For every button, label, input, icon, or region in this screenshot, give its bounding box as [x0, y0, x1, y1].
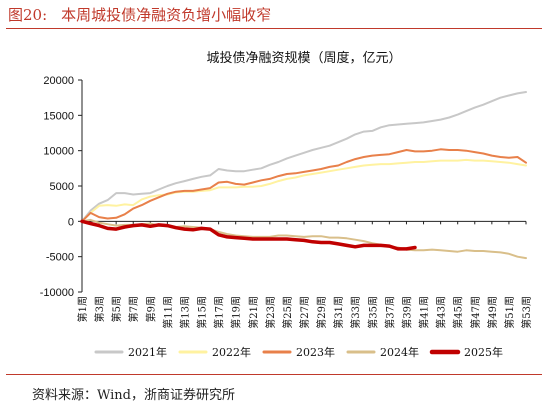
x-tick-label: 第7周: [127, 296, 140, 322]
figure-number: 图20:: [8, 6, 48, 24]
chart-title: 城投债净融资规模（周度，亿元）: [206, 50, 401, 66]
x-tick-label: 第1周: [76, 296, 89, 322]
y-tick-label: -5000: [46, 252, 74, 264]
figure-caption: 本周城投债净融资负增小幅收窄: [61, 6, 272, 24]
y-tick-label: -10000: [40, 287, 74, 299]
figure-title: 图20: 本周城投债净融资负增小幅收窄: [8, 4, 271, 25]
x-tick-label: 第21周: [247, 296, 260, 329]
x-tick-label: 第49周: [486, 296, 499, 329]
x-tick-label: 第3周: [93, 296, 106, 322]
x-tick-label: 第23周: [264, 296, 277, 329]
x-tick-label: 第19周: [230, 296, 243, 329]
x-tick-label: 第15周: [196, 296, 209, 329]
y-tick-label: 5000: [50, 181, 74, 193]
x-tick-label: 第13周: [178, 296, 191, 329]
y-tick-label: 20000: [43, 75, 74, 87]
x-tick-label: 第35周: [366, 296, 379, 329]
series-line-2023年: [81, 148, 527, 223]
chart: 城投债净融资规模（周度，亿元） -10000 -5000 0 5000 10000 1500…: [40, 50, 533, 359]
legend-label: 2024年: [380, 345, 419, 359]
x-tick-label: 第5周: [110, 296, 123, 322]
bottom-divider: [6, 374, 542, 375]
x-tick-label: 第53周: [520, 296, 533, 329]
x-tick-label: 第9周: [144, 296, 157, 322]
y-tick-label: 10000: [43, 146, 74, 158]
x-tick-label: 第39周: [400, 296, 413, 329]
x-tick-label: 第51周: [503, 296, 516, 329]
legend-label: 2022年: [212, 345, 251, 359]
y-tick-label: 15000: [43, 110, 74, 122]
x-tick-label: 第11周: [161, 296, 174, 329]
x-tick-label: 第31周: [332, 296, 345, 329]
top-divider: [6, 28, 542, 29]
y-tick-label: 0: [68, 216, 74, 228]
legend-label: 2023年: [296, 345, 335, 359]
x-tick-label: 第27周: [298, 296, 311, 329]
x-tick-label: 第45周: [452, 296, 465, 329]
source-note: 资料来源：Wind，浙商证券研究所: [32, 388, 235, 403]
legend-label: 2025年: [464, 345, 503, 359]
x-tick-label: 第47周: [469, 296, 482, 329]
series-line-2022年: [81, 158, 527, 223]
x-tick-label: 第41周: [418, 296, 431, 329]
legend-label: 2021年: [128, 345, 167, 359]
series-line-2025年: [80, 219, 417, 251]
x-tick-label: 第37周: [383, 296, 396, 329]
x-tick-label: 第25周: [281, 296, 294, 329]
x-tick-label: 第43周: [435, 296, 448, 329]
x-tick-label: 第17周: [213, 296, 226, 329]
x-tick-label: 第29周: [315, 296, 328, 329]
series-line-2021年: [81, 91, 527, 223]
x-tick-label: 第33周: [349, 296, 362, 329]
